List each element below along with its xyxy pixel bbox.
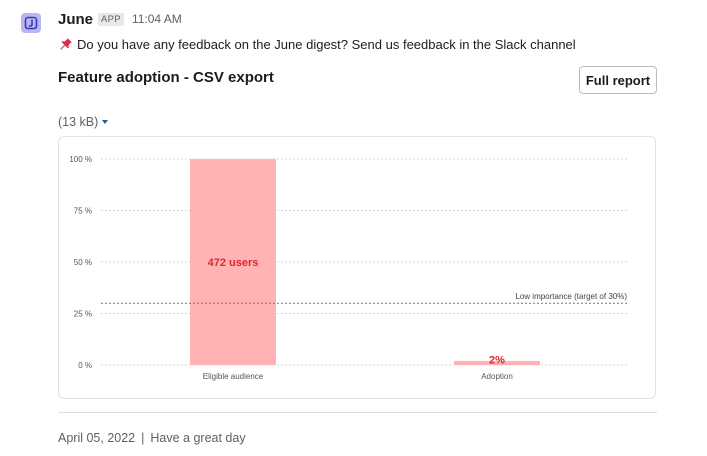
x-tick-label: Eligible audience <box>203 372 264 381</box>
divider <box>58 412 657 413</box>
pushpin-icon <box>60 38 72 50</box>
file-size-label: (13 kB) <box>58 115 99 129</box>
feedback-message: Do you have any feedback on the June dig… <box>58 36 576 52</box>
report-title: Feature adoption - CSV export <box>58 69 274 86</box>
y-tick-label: 0 % <box>78 361 92 370</box>
y-tick-label: 100 % <box>69 155 92 164</box>
footer: April 05, 2022 | Have a great day <box>58 431 246 445</box>
bar-data-label: 2% <box>489 355 505 367</box>
june-app-avatar[interactable] <box>21 13 41 33</box>
full-report-button[interactable]: Full report <box>579 66 657 94</box>
footer-note: Have a great day <box>150 431 246 445</box>
bar <box>190 159 276 365</box>
y-tick-label: 75 % <box>74 207 92 216</box>
footer-date: April 05, 2022 <box>58 431 136 445</box>
adoption-bar-chart: 0 % 25 % 50 % 75 % 100 % 472 users Eligible au… <box>69 155 629 381</box>
bar-data-label: 472 users <box>208 257 259 269</box>
bar <box>454 360 540 365</box>
x-tick-label: Adoption <box>481 372 513 381</box>
y-tick-label: 25 % <box>74 310 92 319</box>
app-badge: APP <box>98 12 124 26</box>
sender-name[interactable]: June <box>58 10 94 28</box>
target-reference-label: Low importance (target of 30%) <box>515 292 627 301</box>
footer-separator: | <box>141 431 145 445</box>
caret-down-icon <box>102 120 109 124</box>
file-size-toggle[interactable]: (13 kB) <box>58 115 109 129</box>
y-tick-label: 50 % <box>74 258 92 267</box>
adoption-chart-card: 0 % 25 % 50 % 75 % 100 % 472 users Eligible au… <box>58 136 656 399</box>
feedback-message-text: Do you have any feedback on the June dig… <box>77 36 576 52</box>
message-timestamp[interactable]: 11:04 AM <box>131 12 182 26</box>
june-logo-icon <box>24 16 38 30</box>
message-header: June APP 11:04 AM <box>58 9 182 29</box>
